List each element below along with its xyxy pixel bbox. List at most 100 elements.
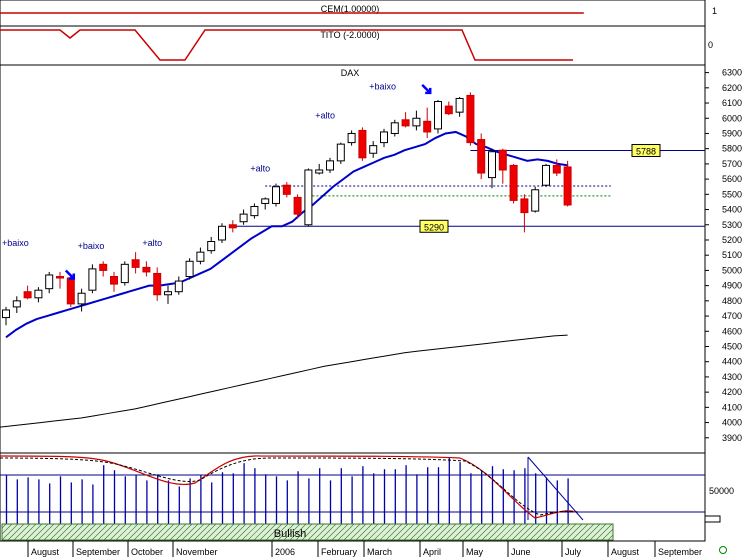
band-hatch — [511, 523, 529, 541]
candle-body — [552, 164, 561, 174]
band-hatch — [349, 523, 367, 541]
band-hatch — [343, 523, 361, 541]
band-hatch — [409, 523, 427, 541]
band-hatch — [85, 523, 103, 541]
band-hatch — [445, 523, 463, 541]
price-tick-label: 5700 — [722, 159, 742, 169]
candle-body — [304, 169, 313, 226]
candle-body — [174, 280, 183, 293]
band-hatch — [325, 523, 343, 541]
price-tick-label: 5500 — [722, 189, 742, 199]
candle-body — [23, 291, 32, 299]
price-tick-label: 5100 — [722, 250, 742, 260]
candle-body — [131, 259, 140, 268]
x-axis-label: 2006 — [275, 547, 295, 557]
ma-short-line — [5, 130, 569, 339]
price-tick-label: 4200 — [722, 387, 742, 397]
signal-annotation: +alto — [315, 110, 335, 120]
band-hatch — [403, 523, 421, 541]
band-hatch — [487, 523, 505, 541]
band-hatch — [217, 523, 235, 541]
band-hatch — [457, 523, 475, 541]
price-tick-label: 3900 — [722, 433, 742, 443]
candle-body — [358, 129, 367, 159]
price-panel-title: DAX — [341, 68, 360, 78]
band-hatch — [163, 523, 181, 541]
band-hatch — [451, 523, 469, 541]
band-hatch — [175, 523, 193, 541]
band-hatch — [523, 523, 541, 541]
candle-body — [315, 169, 324, 174]
band-hatch — [253, 523, 271, 541]
band-hatch — [415, 523, 433, 541]
x-axis-label: September — [658, 547, 702, 557]
candle-body — [153, 272, 162, 296]
band-hatch — [109, 523, 127, 541]
candle-body — [239, 213, 248, 223]
band-hatch — [247, 523, 265, 541]
x-axis-label: May — [466, 547, 484, 557]
candle-body — [250, 206, 259, 217]
band-hatch — [433, 523, 451, 541]
band-hatch — [193, 523, 211, 541]
price-tick-label: 5200 — [722, 235, 742, 245]
price-tick-label: 4100 — [722, 402, 742, 412]
candle-body — [207, 241, 216, 252]
band-hatch — [127, 523, 145, 541]
band-hatch — [475, 523, 493, 541]
candle-body — [56, 275, 64, 279]
oscillator-line — [0, 455, 576, 519]
band-hatch — [541, 523, 559, 541]
price-tick-label: 5600 — [722, 174, 742, 184]
band-hatch — [115, 523, 133, 541]
band-hatch — [379, 523, 397, 541]
band-hatch — [229, 523, 247, 541]
candle-body — [88, 268, 97, 291]
band-hatch — [277, 523, 295, 541]
band-hatch — [265, 523, 283, 541]
band-hatch — [337, 523, 355, 541]
candle-body — [531, 189, 540, 212]
price-tick-label: 4400 — [722, 357, 742, 367]
band-hatch — [211, 523, 229, 541]
price-tick-label: 5000 — [722, 265, 742, 275]
price-tick-label: 6300 — [722, 68, 742, 78]
band-hatch — [1, 523, 7, 529]
candle-body — [477, 139, 486, 174]
x-axis-label: July — [565, 547, 582, 557]
band-hatch — [49, 523, 67, 541]
cem-label: CEM(1.00000) — [321, 4, 380, 14]
candle-body — [218, 225, 226, 241]
x-axis-label: September — [76, 547, 120, 557]
candle-body — [34, 289, 43, 299]
band-hatch — [391, 523, 409, 541]
band-hatch — [421, 523, 439, 541]
band-hatch — [181, 523, 199, 541]
band-hatch — [13, 523, 31, 541]
band-hatch — [565, 523, 583, 541]
band-hatch — [61, 523, 79, 541]
candle-body — [509, 164, 518, 201]
candle-body — [488, 151, 496, 179]
x-axis-label: August — [31, 547, 60, 557]
candle-body — [412, 117, 421, 127]
band-hatch — [469, 523, 487, 541]
x-axis-label: March — [367, 547, 392, 557]
band-hatch — [139, 523, 157, 541]
price-tick-label: 4700 — [722, 311, 742, 321]
band-hatch — [289, 523, 307, 541]
band-hatch — [547, 523, 565, 541]
candle-body — [228, 224, 237, 229]
candle-body — [293, 196, 302, 215]
band-hatch — [589, 523, 607, 541]
band-hatch — [535, 523, 553, 541]
band-hatch — [607, 534, 614, 541]
band-hatch — [79, 523, 97, 541]
x-axis-label: November — [176, 547, 218, 557]
candle-body — [99, 263, 108, 271]
x-axis-label: June — [511, 547, 531, 557]
band-hatch — [43, 523, 61, 541]
volume-tick: 50000 — [709, 486, 734, 496]
band-hatch — [319, 523, 337, 541]
candle-body — [120, 263, 129, 284]
